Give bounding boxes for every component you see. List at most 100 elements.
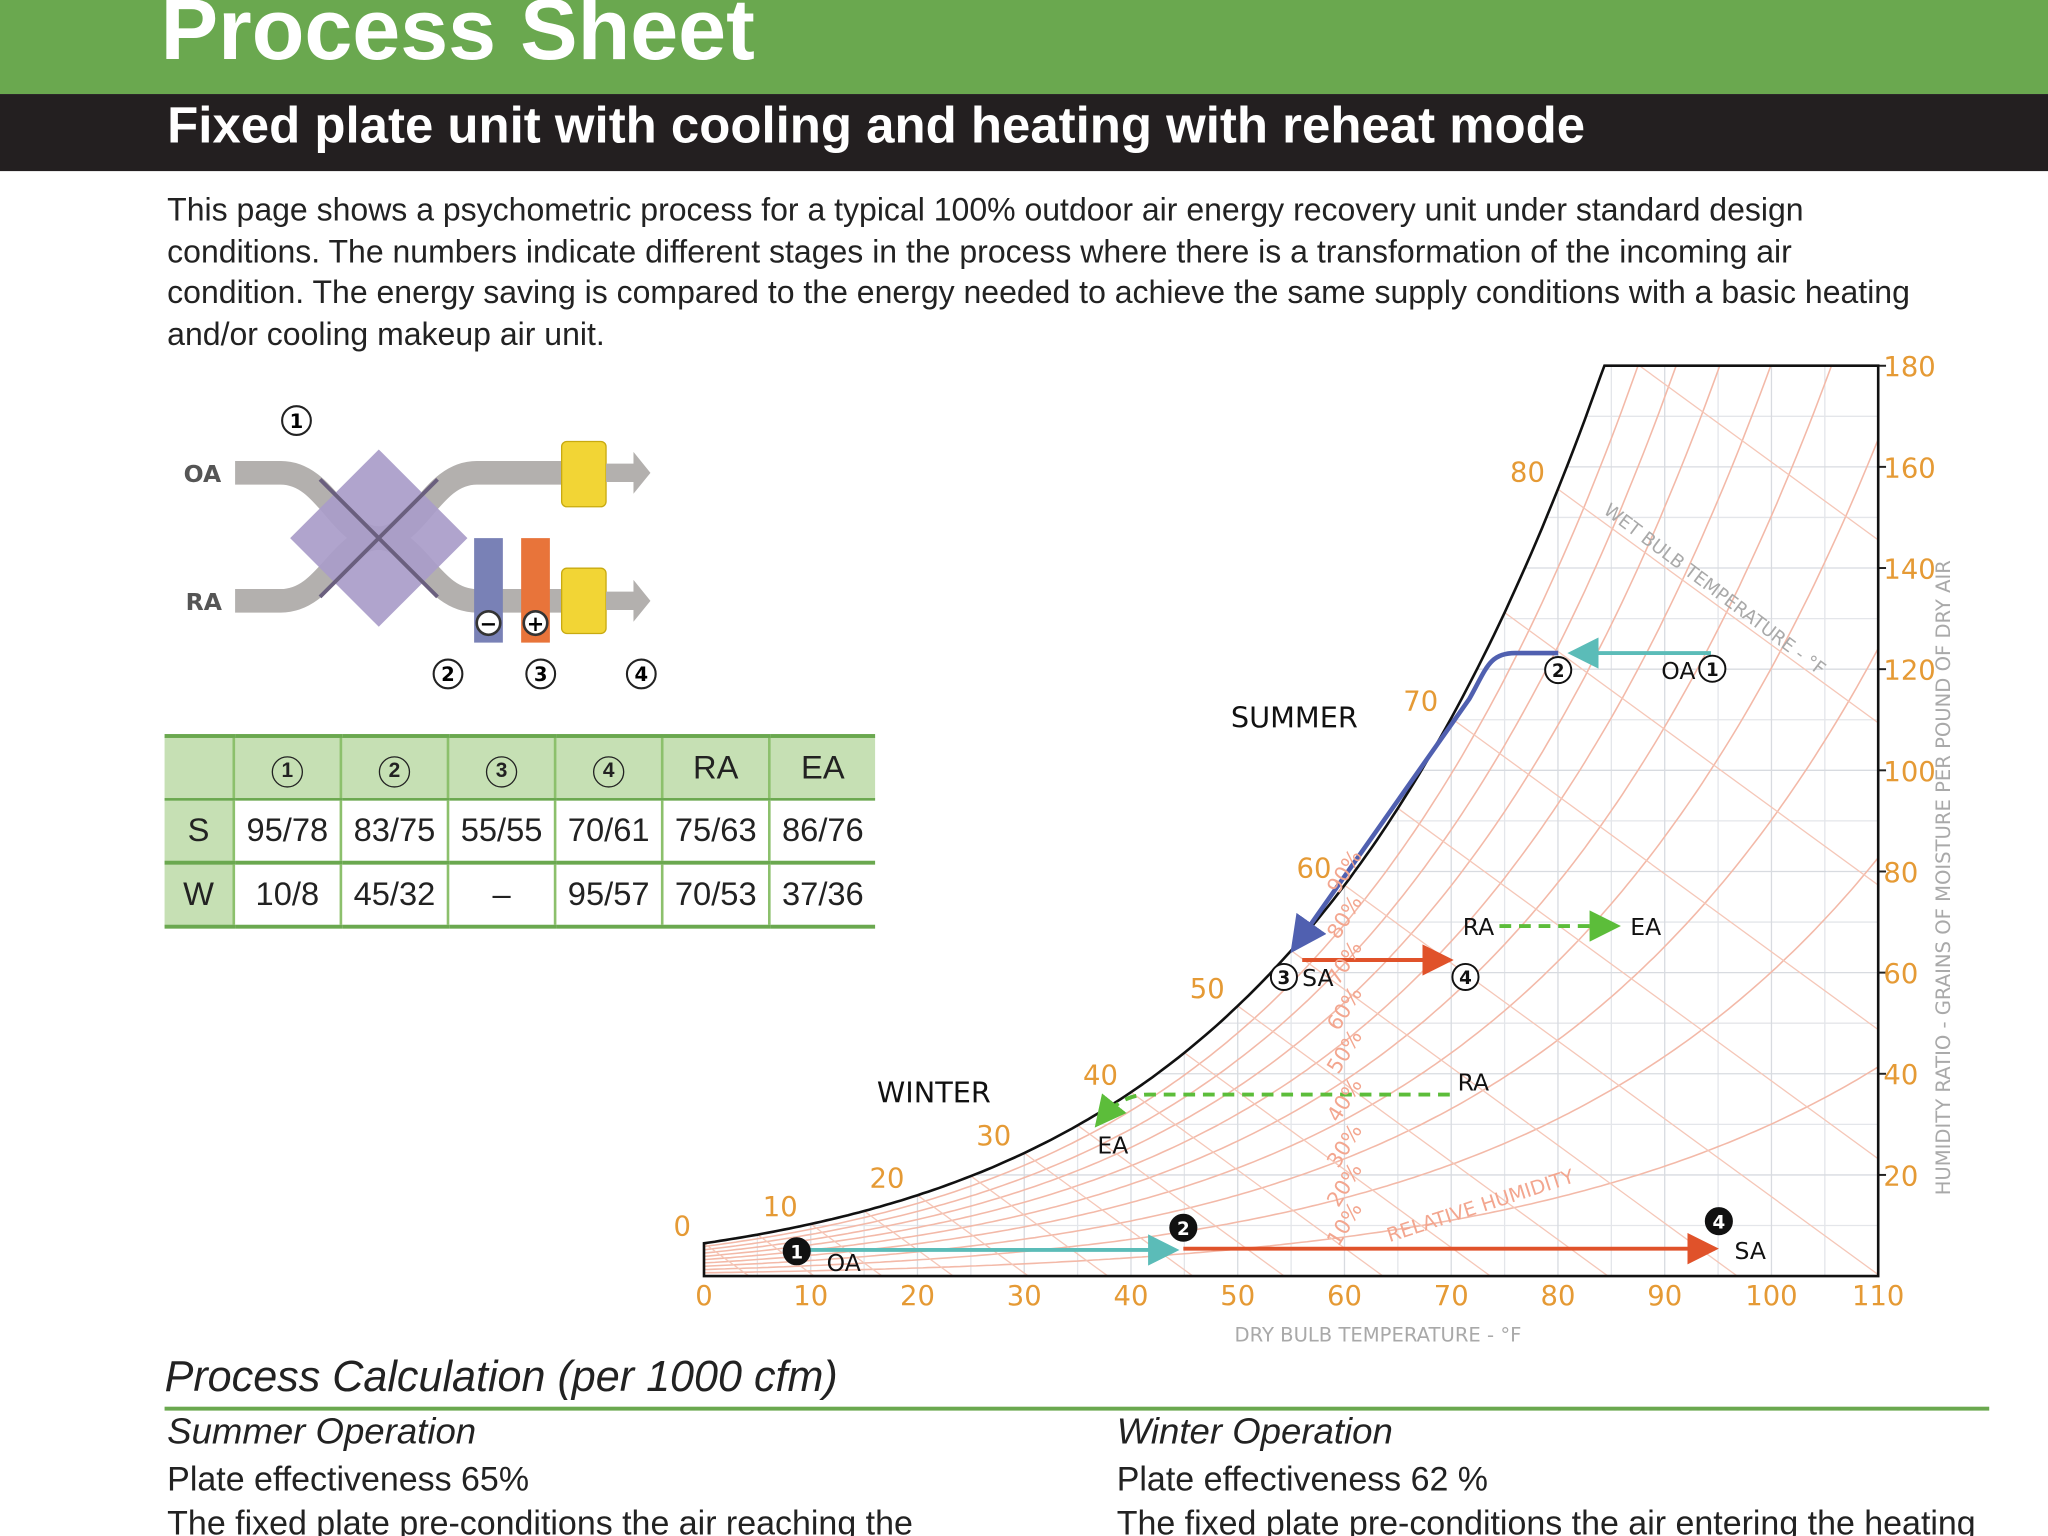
- wet-bulb-label: 50: [1190, 974, 1225, 1005]
- fan: [560, 440, 607, 508]
- coil-badge: [475, 609, 502, 637]
- y-tick-label: 80: [1883, 858, 1918, 889]
- season-label: WINTER: [877, 1075, 991, 1109]
- wet-bulb-line: [917, 1194, 1029, 1277]
- y-tick-label: 60: [1883, 959, 1918, 990]
- x-axis-title: DRY BULB TEMPERATURE - °F: [1235, 1323, 1522, 1346]
- column-label: 1: [271, 756, 304, 788]
- table-cell: –: [446, 862, 556, 929]
- fan: [560, 567, 607, 635]
- title-bar: [0, 0, 2048, 95]
- x-tick-label: 70: [1434, 1281, 1469, 1312]
- table-cell: 75/63: [660, 799, 770, 865]
- column-header: 2: [339, 734, 448, 801]
- section-text: Plate effectiveness 62 %: [1116, 1458, 1488, 1499]
- inlet-label: RA: [186, 588, 223, 616]
- wet-bulb-line: [1130, 1091, 1384, 1277]
- table-cell: 10/8: [232, 862, 341, 929]
- page-title: Process Sheet: [160, 0, 755, 78]
- point-marker: [1544, 655, 1573, 685]
- stage-number: 2: [441, 663, 455, 686]
- process-lines: [807, 637, 1719, 1266]
- subtitle-bar: [0, 94, 2048, 172]
- rh-curve: [703, 365, 1879, 1251]
- point-label: OA: [1661, 657, 1695, 685]
- x-tick-label: 40: [1114, 1281, 1149, 1312]
- wet-bulb-line: [1450, 717, 1879, 1277]
- x-tick-label: 60: [1327, 1281, 1362, 1312]
- point-marker: [1704, 1207, 1733, 1236]
- rh-curve: [703, 1066, 1879, 1274]
- chart-frame: [702, 364, 1887, 1278]
- section-text: The fixed plate pre-conditions the air r…: [167, 1503, 913, 1536]
- point-number: 2: [1552, 661, 1565, 682]
- stage-circle: [525, 658, 557, 690]
- y-tick-label: 160: [1883, 453, 1935, 484]
- row-label: S: [164, 799, 234, 865]
- y-tick-label: 180: [1883, 352, 1935, 383]
- rh-curve: [703, 648, 1879, 1268]
- table-cell: 83/75: [339, 799, 448, 865]
- y-axis-title: HUMIDITY RATIO - GRAINS OF MOISTURE PER …: [1932, 560, 1955, 1196]
- wet-bulb-label: 40: [1083, 1060, 1118, 1091]
- wet-bulb-line: [1077, 1124, 1285, 1277]
- x-tick-label: 10: [793, 1281, 828, 1312]
- conditions-table: 1 2 3 4 RA EA S 95/78 83/75 55/55 70/61 75/63 86/76 W…: [164, 734, 876, 929]
- column-header: 1: [232, 734, 341, 801]
- wet-bulb-line: [1504, 611, 1879, 1277]
- wet-bulb-label: 60: [1297, 853, 1332, 884]
- wet-bulb-line: [1557, 488, 1879, 1277]
- chart-labels: 0 10 20 30 40 50 60 70 80 90 100 110204060801001201…: [674, 352, 1956, 1346]
- column-label: 4: [592, 756, 625, 788]
- column-label: RA: [693, 749, 739, 786]
- table-cell: 70/53: [660, 862, 770, 929]
- point-number: 4: [1712, 1212, 1725, 1233]
- wet-bulb-line: [1183, 1052, 1491, 1277]
- table-row: W 10/8 45/32–95/57 70/53 37/36: [164, 862, 876, 929]
- flow-arrow: [606, 579, 651, 622]
- calc-rule: [164, 1406, 1990, 1411]
- calc-title: Process Calculation (per 1000 cfm): [164, 1351, 838, 1401]
- table-cell: 55/55: [446, 799, 556, 865]
- wet-bulb-label: 10: [763, 1192, 798, 1223]
- point-marker: [1269, 962, 1298, 992]
- coil-badge: [522, 609, 549, 637]
- rh-curve: [703, 365, 1879, 1254]
- stage-number: 1: [290, 410, 304, 433]
- corner-cell: [164, 734, 234, 801]
- point-label: EA: [1630, 913, 1661, 941]
- rh-curve: [703, 857, 1879, 1271]
- wet-bulb-line: [1610, 365, 1879, 1277]
- table-cell: 86/76: [767, 799, 876, 865]
- table-cell: 45/32: [339, 862, 448, 929]
- point-number: 1: [1706, 660, 1719, 681]
- y-tick-label: 100: [1883, 757, 1935, 788]
- point-number: 1: [790, 1242, 803, 1263]
- x-tick-label: 90: [1647, 1281, 1682, 1312]
- point-number: 4: [1459, 968, 1472, 989]
- table-cell: 95/78: [232, 799, 341, 865]
- wet-bulb-label: 70: [1403, 686, 1438, 717]
- wet-bulb-label: 30: [976, 1121, 1011, 1152]
- column-label: 2: [378, 756, 411, 788]
- wet-bulb-line: [863, 1210, 954, 1277]
- point-label: OA: [827, 1249, 861, 1277]
- table-cell: 37/36: [767, 862, 876, 929]
- intro-text: This page shows a psychometric process f…: [167, 193, 1910, 352]
- point-label: RA: [1458, 1069, 1489, 1097]
- row-label: W: [164, 862, 234, 929]
- summer-cooling: [1290, 650, 1559, 954]
- section-title: Winter Operation: [1116, 1410, 1393, 1452]
- column-label: 3: [485, 756, 518, 788]
- point-number: 3: [1278, 968, 1291, 989]
- rh-curve: [703, 438, 1879, 1264]
- saturation-curve: [702, 364, 1880, 1278]
- wet-bulb-label: 80: [1510, 457, 1545, 488]
- point-label: SA: [1302, 964, 1333, 992]
- point-label: EA: [1097, 1131, 1128, 1159]
- wet-bulb-line: [703, 1242, 750, 1277]
- coil-sign: +: [527, 612, 545, 636]
- wet-bulb-line: [1237, 1005, 1609, 1277]
